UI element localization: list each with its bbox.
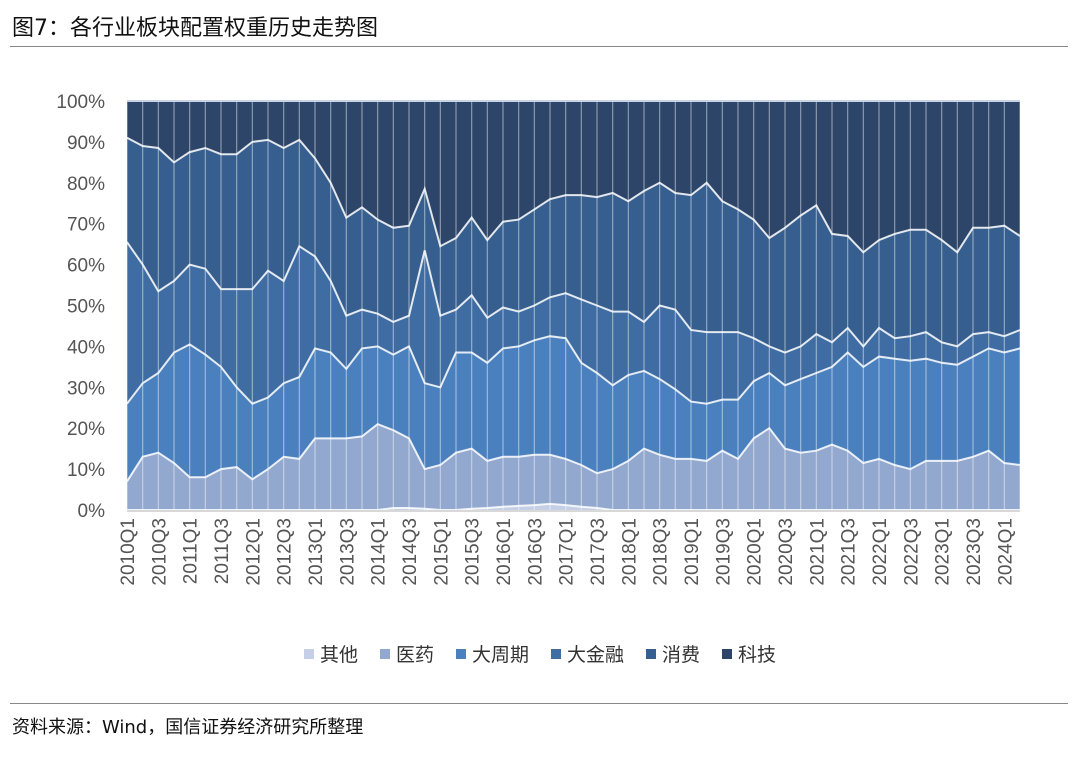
legend-swatch [722, 648, 733, 659]
legend-item: 消费 [646, 640, 700, 667]
x-tick-label: 2011Q1 [181, 518, 202, 584]
y-tick-label: 70% [67, 215, 105, 236]
series-boundary-line [126, 422, 1021, 482]
x-tick-label: 2015Q1 [431, 518, 452, 586]
x-tick-label: 2014Q1 [369, 518, 390, 586]
stacked-area-chart: 0% 10% 20% 30% 40% 50% 60% 70% 80% 90% 100% 2010Q1 2… [56, 92, 1021, 586]
series-boundary-line [126, 136, 1021, 254]
x-tick-label: 2017Q3 [588, 518, 609, 586]
x-tick-label: 2013Q3 [337, 518, 358, 586]
x-tick-label: 2022Q3 [901, 518, 922, 586]
x-tick-label: 2023Q3 [964, 518, 985, 586]
x-tick-label: 2010Q3 [149, 518, 170, 586]
series-boundary-line [127, 502, 1020, 511]
x-tick-label: 2013Q1 [306, 518, 327, 586]
area-2 [127, 336, 1020, 482]
legend-swatch [303, 648, 314, 659]
x-tick-label: 2015Q3 [463, 518, 484, 586]
legend-label: 消费 [662, 644, 701, 666]
x-tick-label: 2018Q1 [619, 518, 640, 586]
y-tick-label: 80% [67, 174, 105, 195]
legend-item: 科技 [722, 640, 776, 667]
source-note: 资料来源：Wind，国信证券经济研究所整理 [12, 717, 364, 738]
y-tick-label: 30% [67, 378, 105, 399]
x-tick-label: 2012Q1 [243, 518, 264, 586]
x-tick-label: 2020Q1 [745, 518, 766, 586]
x-tick-label: 2010Q1 [118, 518, 139, 586]
x-tick-label: 2019Q1 [682, 518, 703, 586]
legend-item: 大周期 [455, 640, 529, 667]
y-tick-label: 60% [67, 256, 105, 277]
series-boundary-line [126, 241, 1021, 354]
area-0 [127, 503, 1020, 510]
legend-swatch [551, 648, 561, 659]
y-tick-label: 10% [67, 460, 105, 481]
legend-swatch [646, 648, 657, 659]
x-tick-label: 2024Q1 [995, 518, 1016, 586]
x-tick-label: 2011Q3 [212, 518, 233, 584]
x-tick-label: 2018Q3 [651, 518, 672, 586]
legend-label: 大周期 [471, 644, 529, 666]
x-tick-label: 2023Q1 [933, 518, 954, 586]
y-tick-label: 20% [67, 419, 105, 440]
area-1 [127, 424, 1020, 510]
x-tick-label: 2016Q3 [525, 518, 546, 586]
title-divider [10, 46, 1068, 47]
x-tick-label: 2021Q1 [807, 518, 828, 586]
x-tick-label: 2020Q3 [776, 518, 797, 586]
x-tick-label: 2012Q3 [275, 518, 296, 586]
legend-swatch [379, 648, 390, 659]
y-tick-label: 50% [67, 297, 105, 318]
legend-label: 大金融 [567, 644, 625, 666]
series-boundary-line [126, 335, 1021, 405]
source-divider [10, 703, 1068, 704]
x-tick-label: 2019Q3 [713, 518, 734, 586]
legend-label: 其他 [319, 644, 358, 666]
legend-swatch [455, 648, 466, 659]
figure-title: 图7：各行业板块配置权重历史走势图 [12, 16, 378, 41]
y-tick-label: 90% [67, 133, 105, 154]
x-tick-label: 2017Q1 [557, 518, 578, 586]
legend-item: 大金融 [551, 640, 624, 667]
x-tick-label: 2016Q1 [494, 518, 515, 586]
x-tick-label: 2022Q1 [870, 518, 891, 586]
legend-label: 科技 [738, 644, 777, 666]
legend-item: 其他 [303, 640, 358, 667]
x-tick-label: 2021Q3 [839, 518, 860, 586]
area-4 [127, 137, 1020, 353]
y-tick-label: 100% [56, 92, 105, 113]
y-tick-label: 0% [78, 501, 106, 522]
legend-item: 医药 [379, 640, 434, 667]
chart-legend: 其他 医药 大周期 大金融 消费 科技 [0, 640, 1080, 667]
legend-label: 医药 [395, 644, 434, 666]
y-tick-label: 40% [67, 337, 105, 358]
x-tick-label: 2014Q3 [400, 518, 421, 586]
